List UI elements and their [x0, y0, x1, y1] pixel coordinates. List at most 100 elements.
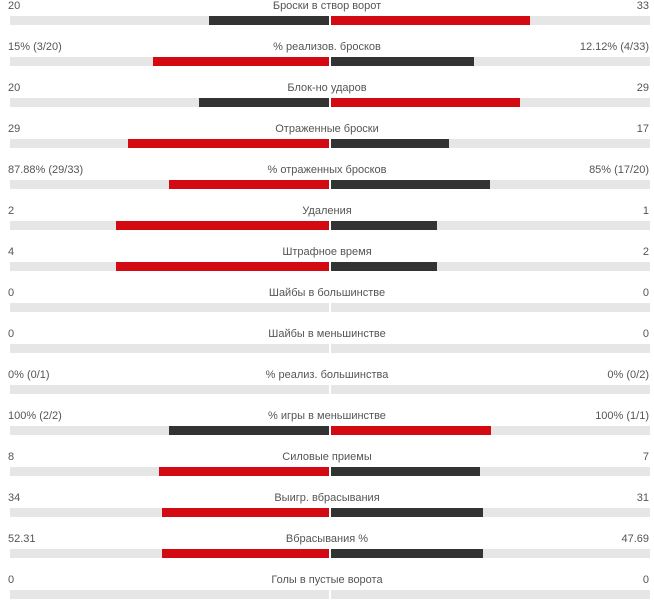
stat-row: 0 Голы в пустые ворота 0	[0, 573, 654, 614]
stat-label: Удаления	[302, 205, 352, 217]
stat-row: 8 Силовые приемы 7	[0, 450, 654, 491]
stat-label: Броски в створ ворот	[272, 0, 382, 12]
stat-away-value: 0	[642, 574, 649, 586]
home-bar-track	[10, 57, 329, 66]
away-bar-fill	[331, 426, 491, 435]
stat-away-value: 7	[642, 451, 649, 463]
stat-label: Шайбы в меньшинстве	[268, 328, 386, 340]
away-bar-fill	[331, 549, 483, 558]
stat-home-value: 4	[8, 246, 15, 258]
stat-away-value: 12.12% (4/33)	[579, 41, 649, 53]
stat-away-value: 100% (1/1)	[595, 410, 649, 422]
home-bar-track	[10, 16, 329, 25]
home-bar-fill	[116, 221, 329, 230]
home-bar-track	[10, 385, 329, 394]
stat-label: % игры в меньшинстве	[268, 410, 386, 422]
stat-home-value: 0% (0/1)	[8, 369, 50, 381]
stat-row: 4 Штрафное время 2	[0, 245, 654, 286]
home-bar-track	[10, 221, 329, 230]
stat-away-value: 33	[636, 0, 649, 12]
stat-label: % отраженных бросков	[267, 164, 387, 176]
home-bar-track	[10, 98, 329, 107]
stat-away-value: 85% (17/20)	[589, 164, 649, 176]
stat-label: % реализ. большинства	[265, 369, 389, 381]
home-bar-track	[10, 344, 329, 353]
stat-label: Выигр. вбрасывания	[274, 492, 380, 504]
stat-home-value: 34	[8, 492, 21, 504]
stat-row: 20 Блок-но ударов 29	[0, 81, 654, 122]
stat-away-value: 0% (0/2)	[607, 369, 649, 381]
home-bar-track	[10, 549, 329, 558]
stat-away-value: 0	[642, 287, 649, 299]
stat-row: 15% (3/20) % реализов. бросков 12.12% (4/3…	[0, 40, 654, 81]
stat-home-value: 0	[8, 574, 15, 586]
home-bar-track	[10, 303, 329, 312]
stat-home-value: 0	[8, 328, 15, 340]
away-bar-track	[331, 344, 650, 353]
away-bar-track	[331, 139, 650, 148]
stat-home-value: 100% (2/2)	[8, 410, 62, 422]
home-bar-fill	[162, 508, 329, 517]
stat-home-value: 20	[8, 0, 21, 12]
away-bar-fill	[331, 16, 530, 25]
home-bar-track	[10, 467, 329, 476]
away-bar-track	[331, 426, 650, 435]
stat-row: 34 Выигр. вбрасывания 31	[0, 491, 654, 532]
stat-away-value: 17	[636, 123, 649, 135]
away-bar-track	[331, 467, 650, 476]
home-bar-fill	[128, 139, 329, 148]
stat-label: Вбрасывания %	[285, 533, 369, 545]
stat-home-value: 2	[8, 205, 15, 217]
away-bar-fill	[331, 57, 474, 66]
stat-home-value: 87.88% (29/33)	[8, 164, 84, 176]
stat-label: % реализов. бросков	[273, 41, 381, 53]
home-bar-fill	[169, 180, 329, 189]
away-bar-fill	[331, 98, 520, 107]
away-bar-track	[331, 508, 650, 517]
away-bar-track	[331, 303, 650, 312]
stat-row: 2 Удаления 1	[0, 204, 654, 245]
home-bar-track	[10, 139, 329, 148]
stat-label: Шайбы в большинстве	[268, 287, 386, 299]
stat-row: 20 Броски в створ ворот 33	[0, 0, 654, 40]
away-bar-track	[331, 549, 650, 558]
stat-away-value: 0	[642, 328, 649, 340]
home-bar-fill	[153, 57, 329, 66]
stat-label: Силовые приемы	[282, 451, 372, 463]
stat-row: 0 Шайбы в большинстве 0	[0, 286, 654, 327]
away-bar-track	[331, 57, 650, 66]
home-bar-fill	[169, 426, 329, 435]
home-bar-fill	[209, 16, 329, 25]
away-bar-track	[331, 180, 650, 189]
home-bar-track	[10, 508, 329, 517]
stat-home-value: 0	[8, 287, 15, 299]
home-bar-track	[10, 262, 329, 271]
stat-row: 29 Отраженные броски 17	[0, 122, 654, 163]
stat-away-value: 1	[642, 205, 649, 217]
stat-label: Отраженные броски	[275, 123, 379, 135]
home-bar-fill	[162, 549, 329, 558]
away-bar-fill	[331, 139, 449, 148]
stat-away-value: 31	[636, 492, 649, 504]
away-bar-fill	[331, 180, 490, 189]
stat-row: 52.31 Вбрасывания % 47.69	[0, 532, 654, 573]
home-bar-fill	[199, 98, 329, 107]
stat-away-value: 29	[636, 82, 649, 94]
stat-home-value: 20	[8, 82, 21, 94]
stat-row: 0% (0/1) % реализ. большинства 0% (0/2)	[0, 368, 654, 409]
stat-home-value: 52.31	[8, 533, 36, 545]
away-bar-track	[331, 262, 650, 271]
home-bar-track	[10, 180, 329, 189]
away-bar-fill	[331, 221, 437, 230]
stat-home-value: 29	[8, 123, 21, 135]
stat-home-value: 8	[8, 451, 15, 463]
stat-away-value: 2	[642, 246, 649, 258]
away-bar-fill	[331, 508, 483, 517]
stat-label: Штрафное время	[282, 246, 372, 258]
stat-home-value: 15% (3/20)	[8, 41, 62, 53]
stat-row: 87.88% (29/33) % отраженных бросков 85% (1…	[0, 163, 654, 204]
away-bar-track	[331, 385, 650, 394]
away-bar-fill	[331, 467, 480, 476]
stat-label: Блок-но ударов	[287, 82, 367, 94]
away-bar-track	[331, 16, 650, 25]
